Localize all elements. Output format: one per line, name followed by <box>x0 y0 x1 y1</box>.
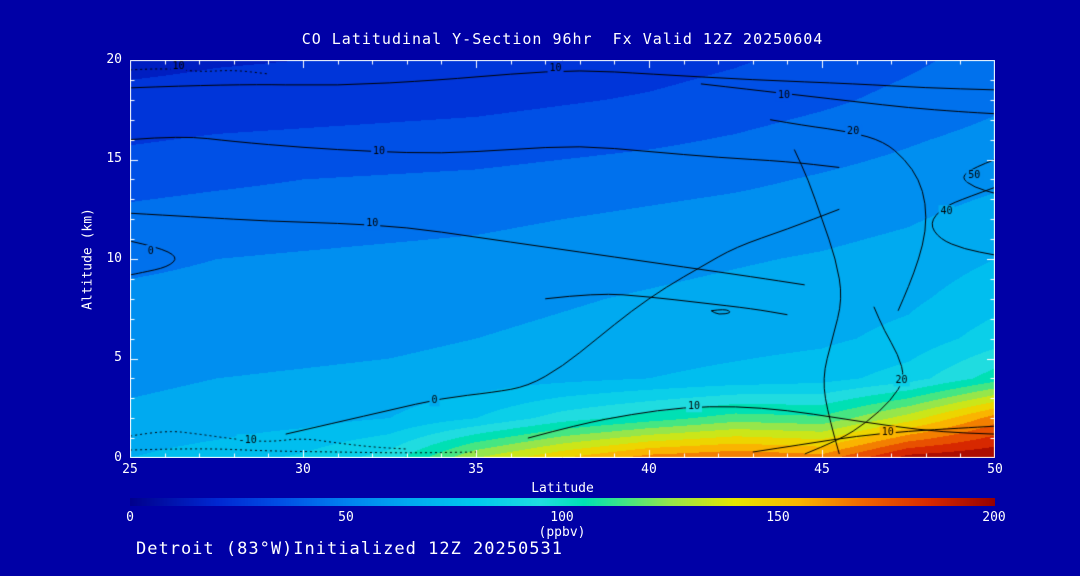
colorbar-tick-label: 50 <box>338 510 354 525</box>
x-tick-label: 30 <box>295 462 311 477</box>
colorbar-tick-label: 100 <box>550 510 574 525</box>
y-tick-label: 0 <box>114 450 122 465</box>
run-info-text: Detroit (83°W)Initialized 12Z 20250531 <box>136 539 563 559</box>
y-tick-label: 20 <box>106 52 122 67</box>
x-tick-label: 35 <box>468 462 484 477</box>
colorbar-tick-label: 150 <box>766 510 790 525</box>
x-tick-label: 45 <box>814 462 830 477</box>
colorbar-tick-label: 200 <box>982 510 1006 525</box>
colorbar-units-label: (ppbv) <box>538 525 586 540</box>
colorbar-tick-label: 0 <box>126 510 134 525</box>
x-axis-title: Latitude <box>531 481 594 496</box>
chart-title: CO Latitudinal Y-Section 96hr Fx Valid 1… <box>301 30 824 48</box>
x-tick-label: 25 <box>122 462 138 477</box>
contour-plot-canvas <box>130 60 995 458</box>
y-tick-label: 15 <box>106 151 122 166</box>
y-tick-label: 5 <box>114 350 122 365</box>
x-tick-label: 40 <box>641 462 657 477</box>
x-tick-label: 50 <box>987 462 1003 477</box>
colorbar <box>130 498 995 506</box>
y-tick-label: 10 <box>106 251 122 266</box>
